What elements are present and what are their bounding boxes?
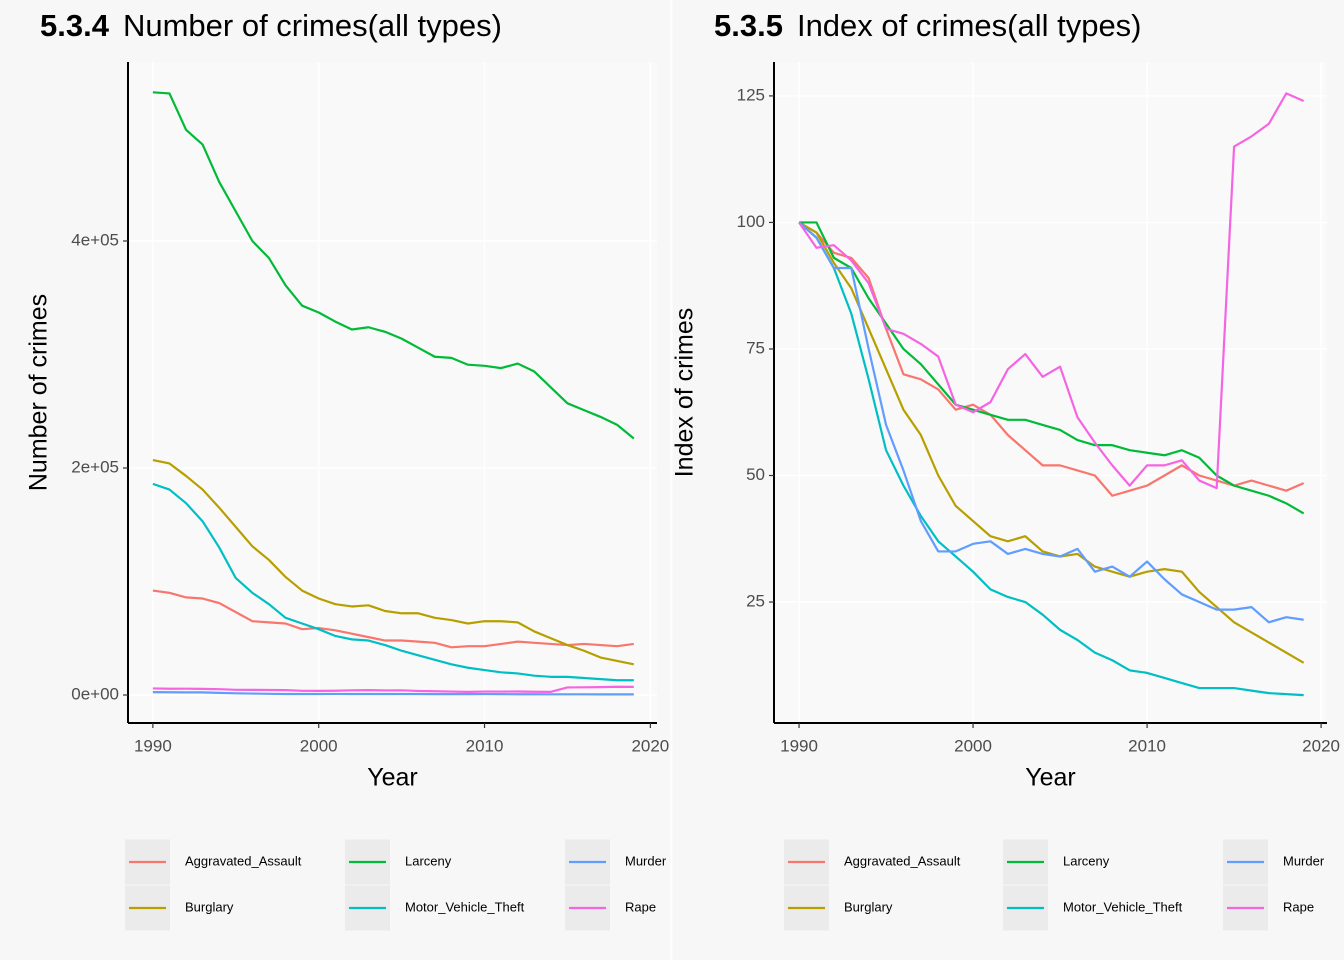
x-tick-label: 2000 [300, 736, 338, 755]
legend-label: Larceny [405, 853, 452, 868]
x-tick-label: 2020 [631, 736, 669, 755]
series-line [152, 685, 634, 693]
title: Index of crimes(all types) [797, 8, 1142, 43]
legend-label: Aggravated_Assault [844, 853, 961, 868]
legend-label: Motor_Vehicle_Theft [405, 899, 525, 914]
y-axis-title: Number of crimes [25, 294, 53, 491]
legend-label: Larceny [1063, 853, 1110, 868]
y-tick-label: 4e+05 [71, 230, 119, 249]
figure-number: 5.3.4 [40, 8, 110, 43]
y-tick-label: 25 [746, 592, 765, 611]
series-line [152, 482, 634, 682]
series-line [798, 221, 1304, 697]
series-line [152, 91, 635, 440]
legend-label: Aggravated_Assault [185, 853, 302, 868]
chart-title: 5.3.5 Index of crimes(all types) [714, 8, 1142, 43]
y-tick-label: 0e+00 [71, 684, 119, 703]
legend-label: Rape [625, 899, 656, 914]
y-tick-label: 75 [746, 338, 765, 357]
legend-label: Motor_Vehicle_Theft [1063, 899, 1183, 914]
y-axis-title: Index of crimes [671, 308, 699, 478]
x-tick-label: 2010 [466, 736, 504, 755]
x-axis-title: Year [1025, 764, 1076, 792]
series-line [152, 691, 634, 696]
title: Number of crimes(all types) [123, 8, 502, 43]
legend-label: Rape [1283, 899, 1314, 914]
x-tick-label: 1990 [780, 736, 818, 755]
legend-label: Burglary [185, 899, 234, 914]
plot-panel [128, 62, 657, 723]
x-tick-label: 1990 [134, 736, 172, 755]
x-tick-label: 2010 [1128, 736, 1166, 755]
series-line [798, 92, 1305, 490]
legend-label: Burglary [844, 899, 893, 914]
series-line [152, 458, 635, 666]
y-tick-label: 100 [737, 212, 765, 231]
y-tick-label: 2e+05 [71, 457, 119, 476]
y-tick-label: 50 [746, 465, 765, 484]
x-tick-label: 2020 [1302, 736, 1340, 755]
legend-label: Murder [625, 853, 667, 868]
legend-label: Murder [1283, 853, 1325, 868]
x-tick-label: 2000 [954, 736, 992, 755]
y-tick-label: 125 [737, 85, 765, 104]
x-axis-title: Year [367, 764, 418, 792]
figure-number: 5.3.5 [714, 8, 783, 43]
chart-title: 5.3.4 Number of crimes(all types) [40, 8, 502, 43]
plot-panel [774, 62, 1327, 723]
series-line [152, 589, 634, 649]
series-line [798, 221, 1304, 624]
